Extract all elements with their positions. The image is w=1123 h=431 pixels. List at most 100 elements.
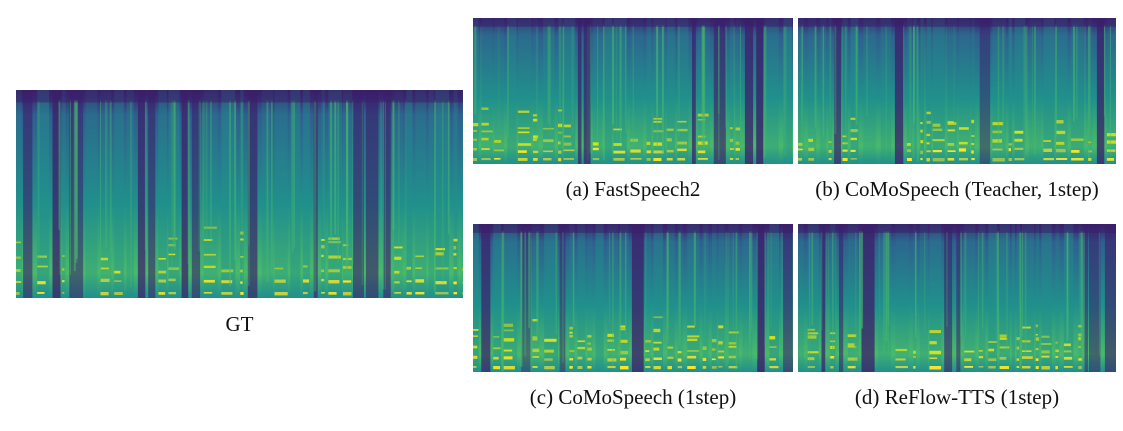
formant-streak (380, 100, 382, 254)
harmonic-stripe (558, 123, 563, 128)
harmonic-stripe (453, 267, 457, 270)
harmonic-stripe (240, 292, 244, 295)
harmonic-stripe (718, 366, 723, 368)
harmonic-stripe (569, 331, 573, 334)
harmonic-stripe (1041, 335, 1050, 338)
formant-streak (434, 100, 436, 293)
spectrogram-band (394, 90, 403, 298)
harmonic-stripe (114, 270, 121, 274)
harmonic-stripe (473, 345, 478, 349)
harmonic-stripe (807, 351, 819, 354)
harmonic-stripe (932, 150, 942, 153)
formant-streak (764, 25, 767, 155)
spectrogram-band (1041, 224, 1052, 372)
harmonic-stripe (493, 336, 500, 338)
harmonic-stripe (677, 148, 687, 152)
spectrogram-band (221, 90, 236, 298)
harmonic-stripe (926, 133, 931, 137)
harmonic-stripe (435, 248, 445, 251)
formant-streak (229, 100, 231, 287)
harmonic-stripe (1022, 366, 1031, 369)
harmonic-stripe (569, 326, 574, 330)
formant-streak (75, 100, 78, 259)
harmonic-stripe (114, 292, 123, 295)
harmonic-stripe (735, 148, 740, 151)
formant-streak (693, 231, 696, 326)
harmonic-stripe (558, 131, 562, 134)
harmonic-stripe (1035, 337, 1039, 341)
spectrogram-band (493, 224, 501, 372)
harmonic-stripe (577, 366, 583, 369)
harmonic-stripe (481, 107, 489, 110)
spectrogram-band (718, 224, 725, 372)
spectrogram-band (1029, 18, 1042, 164)
harmonic-stripe (992, 158, 1005, 162)
harmonic-stripe (558, 109, 562, 112)
harmonic-stripe (37, 255, 47, 258)
harmonic-stripe (697, 119, 706, 121)
harmonic-stripe (926, 120, 931, 124)
harmonic-stripe (503, 323, 513, 327)
harmonic-stripe (1022, 326, 1031, 329)
harmonic-stripe (321, 254, 324, 258)
harmonic-stripe (100, 278, 110, 282)
formant-streak (945, 25, 948, 151)
harmonic-stripe (807, 335, 817, 339)
harmonic-stripe (532, 356, 539, 358)
harmonic-stripe (718, 325, 724, 329)
harmonic-stripe (473, 148, 477, 151)
spectrogram-band (583, 18, 591, 164)
harmonic-stripe (697, 141, 708, 145)
harmonic-stripe (1043, 158, 1055, 161)
formant-streak (801, 25, 803, 139)
formant-streak (963, 231, 965, 323)
formant-streak (198, 100, 201, 252)
formant-streak (382, 100, 385, 290)
harmonic-stripe (999, 346, 1010, 349)
harmonic-stripe (577, 356, 583, 360)
harmonic-stripe (947, 122, 957, 125)
spectrogram-band (353, 90, 364, 298)
harmonic-stripe (481, 130, 493, 133)
harmonic-stripe (613, 158, 625, 161)
harmonic-stripe (544, 366, 555, 370)
harmonic-stripe (494, 149, 504, 152)
harmonic-stripe (735, 127, 741, 131)
harmonic-stripe (920, 140, 924, 144)
harmonic-stripe (913, 366, 916, 369)
harmonic-stripe (563, 124, 571, 128)
spectrogram-band (783, 224, 793, 372)
formant-streak (965, 231, 967, 338)
spectrogram-band (692, 18, 696, 164)
harmonic-stripe (645, 350, 650, 352)
caption-a: (a) FastSpeech2 (565, 177, 701, 201)
spectrogram-band (798, 18, 804, 164)
harmonic-stripe (1041, 355, 1050, 358)
formant-streak (1084, 25, 1087, 147)
harmonic-stripe (630, 138, 638, 142)
harmonic-stripe (274, 267, 284, 270)
spectrogram-band (988, 224, 998, 372)
harmonic-stripe (533, 150, 539, 154)
harmonic-stripe (653, 341, 662, 344)
harmonic-stripe (620, 325, 626, 328)
harmonic-stripe (328, 237, 340, 240)
harmonic-stripe (587, 366, 592, 369)
spectrogram-band (181, 90, 189, 298)
harmonic-stripe (978, 366, 984, 368)
formant-streak (187, 100, 190, 265)
harmonic-stripe (702, 346, 707, 350)
formant-streak (887, 231, 890, 325)
harmonic-stripe (666, 149, 674, 153)
formant-streak (725, 231, 726, 334)
harmonic-stripe (493, 356, 499, 360)
formant-streak (732, 231, 734, 362)
harmonic-stripe (1041, 350, 1050, 354)
formant-streak (603, 25, 605, 160)
formant-streak (749, 231, 752, 343)
spectrogram-band (756, 18, 764, 164)
harmonic-stripe (1063, 350, 1072, 353)
formant-streak (679, 231, 681, 352)
formant-streak (780, 231, 783, 341)
formant-streak (678, 231, 681, 346)
